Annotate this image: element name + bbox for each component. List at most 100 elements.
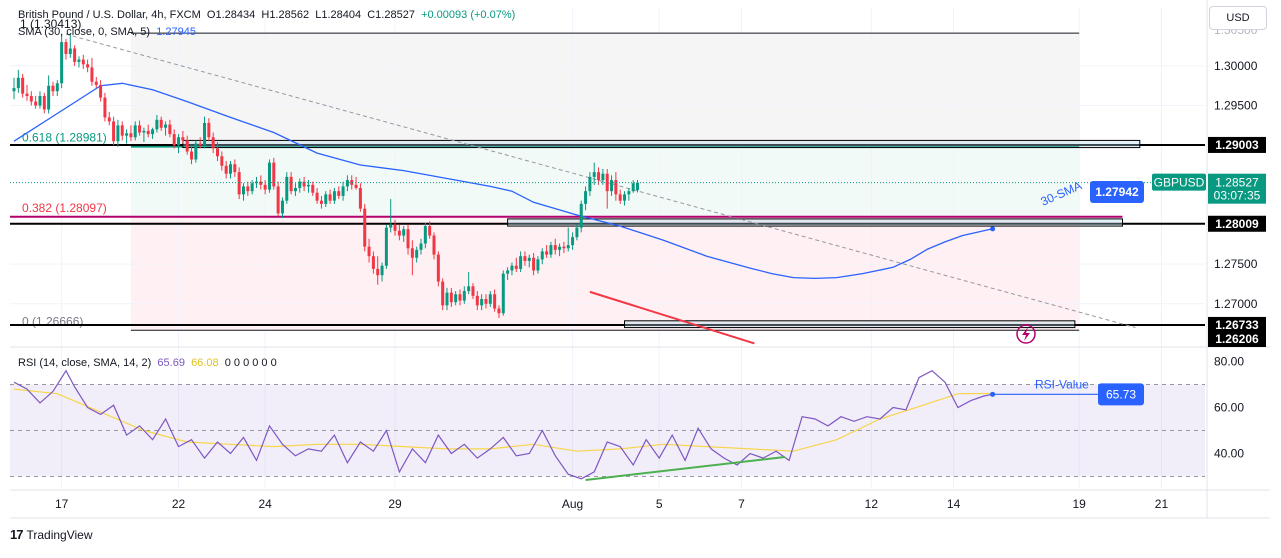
candle: [272, 157, 276, 190]
candle: [21, 73, 25, 98]
currency-button[interactable]: USD: [1209, 6, 1267, 30]
candle-body: [484, 299, 488, 304]
level-tag-bg: [1208, 215, 1266, 232]
candle: [549, 241, 553, 258]
candle-body: [454, 294, 458, 303]
candle-body: [60, 42, 64, 84]
date-tick-label: 12: [865, 497, 879, 511]
tradingview-brand[interactable]: 17 TradingView: [10, 527, 93, 542]
candle-body: [341, 186, 345, 196]
candle: [367, 238, 371, 263]
candle-body: [363, 208, 367, 247]
candle-body: [406, 229, 410, 249]
candle-body: [125, 133, 129, 136]
symbol-tag: GBPUSD: [1154, 176, 1205, 190]
rsi-pane[interactable]: RSI-Value 65.73: [10, 369, 1205, 481]
candle: [501, 270, 505, 316]
fib-zone-0: [130, 33, 1080, 147]
candle-body: [47, 85, 51, 110]
candle-body: [259, 181, 263, 185]
candle-body: [211, 137, 215, 149]
candle-body: [306, 184, 310, 187]
candle-body: [389, 224, 393, 228]
candle-body: [203, 122, 207, 146]
flash-icon: [1022, 327, 1030, 341]
candle-body: [263, 184, 267, 190]
candle: [519, 251, 523, 273]
candle: [146, 124, 150, 138]
axes: 1.300001.295001.275001.270001.305001.265…: [10, 0, 1270, 519]
candle-body: [129, 133, 133, 138]
candle: [177, 134, 181, 154]
candle: [523, 251, 527, 266]
candle-body: [151, 129, 155, 135]
candle: [224, 161, 228, 179]
candle-body: [553, 245, 557, 250]
candle: [575, 224, 579, 241]
candle: [488, 291, 492, 307]
candle-body: [410, 248, 414, 258]
candle: [276, 181, 280, 217]
candle: [298, 178, 302, 193]
candle-body: [319, 200, 323, 204]
rsi-line: [13, 369, 993, 480]
candle: [579, 200, 583, 233]
candle-body: [64, 42, 68, 54]
candle-body: [220, 156, 224, 166]
candle-body: [588, 176, 592, 192]
candle-body: [562, 246, 566, 249]
candle-body: [328, 194, 332, 201]
candle: [267, 159, 271, 193]
candle-body: [415, 249, 419, 258]
candle-body: [510, 265, 514, 271]
symbol-tag-bg: [1152, 173, 1206, 191]
candle-body: [233, 164, 237, 173]
candle: [151, 127, 155, 139]
candle: [445, 287, 449, 311]
candle-body: [267, 162, 271, 190]
candle-body: [497, 308, 501, 314]
rsi-value-tag: 65.73: [1106, 387, 1136, 401]
candle-body: [441, 281, 445, 306]
candle: [107, 111, 111, 126]
rsi-divergence-line: [585, 455, 785, 481]
candle-body: [488, 294, 492, 304]
fibonacci-levels: 1 (1.30413) 0.618 (1.28981) 0.382 (1.28097…: [10, 17, 1123, 331]
candle-body: [623, 194, 627, 201]
candle: [250, 180, 254, 195]
candle: [558, 243, 562, 257]
candle-body: [558, 246, 562, 250]
candle: [220, 151, 224, 171]
candle: [345, 175, 349, 192]
candle-body: [462, 291, 466, 301]
tradingview-logo-icon: 17: [10, 527, 24, 542]
candle: [216, 142, 220, 162]
candle: [229, 161, 232, 179]
candle-body: [480, 299, 484, 306]
candle: [328, 189, 332, 204]
rsi-tick-label: 40.00: [1214, 447, 1244, 461]
rsi-legend[interactable]: RSI (14, close, SMA, 14, 2) 65.69 66.08 …: [18, 357, 277, 369]
candle-body: [112, 121, 116, 142]
candles[interactable]: [10, 33, 1205, 319]
candle-body: [449, 292, 453, 303]
candle: [285, 172, 289, 204]
candle: [164, 121, 168, 136]
candle: [397, 224, 401, 241]
rsi-annotation: RSI-Value: [1035, 377, 1089, 391]
candle-body: [155, 119, 159, 130]
date-tick-label: 7: [738, 497, 745, 511]
candle: [306, 180, 310, 193]
ohlc-open: O1.28434: [206, 9, 256, 21]
candle: [358, 183, 362, 212]
date-tick-label: 14: [947, 497, 961, 511]
candle: [419, 238, 423, 255]
sma-legend[interactable]: SMA (30, close, 0, SMA, 5) 1.27945: [18, 26, 196, 38]
rsi-endpoint: [990, 391, 996, 397]
fib-label-0.382: 0.382 (1.28097): [22, 201, 107, 215]
level-box-0: [182, 139, 1141, 149]
candle: [319, 195, 323, 209]
candle: [415, 246, 419, 263]
candle: [190, 145, 194, 165]
candle: [484, 294, 488, 309]
